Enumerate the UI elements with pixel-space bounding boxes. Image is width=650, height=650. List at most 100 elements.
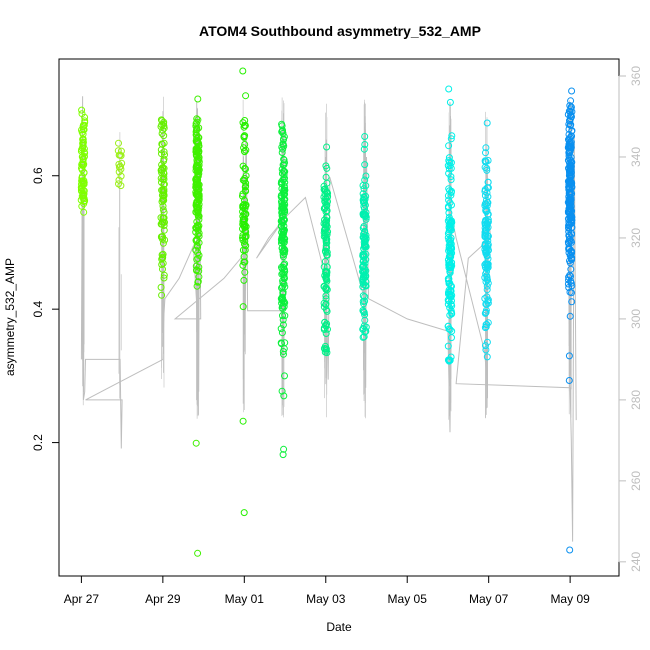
data-point: [482, 248, 490, 256]
x-tick-label: May 09: [550, 592, 590, 606]
data-point: [362, 323, 370, 331]
data-point: [360, 194, 368, 201]
cluster-5: [277, 120, 289, 459]
data-point: [567, 103, 575, 111]
data-point: [277, 339, 285, 347]
data-point: [160, 218, 168, 226]
data-point: [446, 224, 454, 231]
data-point: [445, 236, 453, 244]
data-point: [242, 182, 250, 190]
data-point: [193, 179, 201, 187]
data-point: [324, 189, 332, 197]
data-point: [483, 293, 491, 301]
data-point-outlier: [194, 549, 202, 557]
data-point: [445, 221, 453, 229]
data-point: [117, 152, 125, 160]
cluster-4: [239, 67, 250, 517]
data-point: [195, 156, 203, 164]
data-point: [484, 276, 491, 284]
data-point: [483, 260, 491, 268]
data-point: [567, 169, 575, 177]
data-point: [279, 247, 287, 255]
data-point: [192, 237, 200, 245]
data-point: [567, 112, 574, 120]
data-point: [362, 212, 370, 220]
data-point: [323, 214, 331, 222]
x-tick-label: May 01: [225, 592, 265, 606]
data-point: [279, 204, 286, 212]
data-point: [565, 149, 573, 157]
data-point: [159, 239, 167, 247]
data-point: [278, 284, 286, 292]
data-point: [194, 188, 202, 196]
y2-tick-label: 240: [629, 551, 643, 571]
data-point: [567, 153, 575, 161]
data-point: [242, 146, 250, 154]
data-point: [241, 174, 249, 182]
data-point: [320, 186, 328, 193]
data-point-outlier: [566, 546, 574, 554]
data-point: [192, 175, 200, 182]
data-point: [444, 342, 452, 350]
data-point: [361, 133, 369, 140]
data-point: [482, 346, 490, 354]
data-point: [193, 255, 201, 263]
data-point: [362, 242, 370, 250]
y2-tick-label: 300: [629, 309, 643, 329]
data-point: [80, 169, 88, 176]
data-point: [239, 261, 247, 269]
data-point: [482, 149, 489, 157]
data-point: [192, 262, 200, 270]
data-point: [446, 326, 454, 334]
data-point: [359, 325, 367, 333]
data-point: [447, 176, 455, 184]
data-point: [566, 139, 574, 147]
data-point: [277, 179, 285, 187]
data-point: [483, 265, 491, 273]
data-point: [280, 155, 288, 163]
data-point: [568, 158, 576, 166]
data-point: [359, 307, 367, 314]
data-point: [448, 132, 456, 140]
data-point-outlier: [242, 92, 250, 100]
x-tick-label: Apr 27: [64, 592, 100, 606]
data-point: [446, 258, 454, 266]
data-point: [241, 132, 249, 140]
data-point-outlier: [445, 85, 453, 93]
data-point: [159, 253, 167, 261]
data-point: [158, 150, 165, 158]
data-point: [194, 209, 202, 217]
data-point: [240, 144, 248, 152]
data-point: [445, 275, 453, 282]
data-point: [322, 276, 330, 284]
x-tick-label: May 07: [469, 592, 509, 606]
data-point: [279, 219, 287, 227]
data-point: [321, 318, 329, 326]
data-point: [322, 173, 330, 181]
azimuth-line: [80, 96, 577, 542]
data-point: [195, 229, 203, 237]
data-point: [321, 258, 329, 265]
data-point-outlier: [279, 451, 287, 459]
data-point-outlier: [565, 352, 573, 360]
data-point: [482, 323, 490, 331]
data-point: [157, 116, 165, 124]
data-point: [566, 108, 574, 116]
data-point: [481, 230, 489, 238]
data-point: [281, 178, 289, 186]
data-point: [159, 233, 166, 241]
data-point: [193, 126, 200, 134]
data-point: [160, 187, 168, 195]
data-point: [241, 186, 249, 194]
data-point: [361, 227, 369, 235]
data-point: [568, 229, 576, 237]
data-point: [160, 132, 168, 140]
data-point: [323, 268, 331, 276]
data-point: [322, 248, 330, 256]
data-point: [240, 216, 248, 224]
data-point: [482, 309, 490, 316]
data-point: [80, 200, 88, 208]
data-point: [159, 206, 167, 214]
data-point: [445, 157, 453, 165]
data-point: [279, 140, 287, 148]
